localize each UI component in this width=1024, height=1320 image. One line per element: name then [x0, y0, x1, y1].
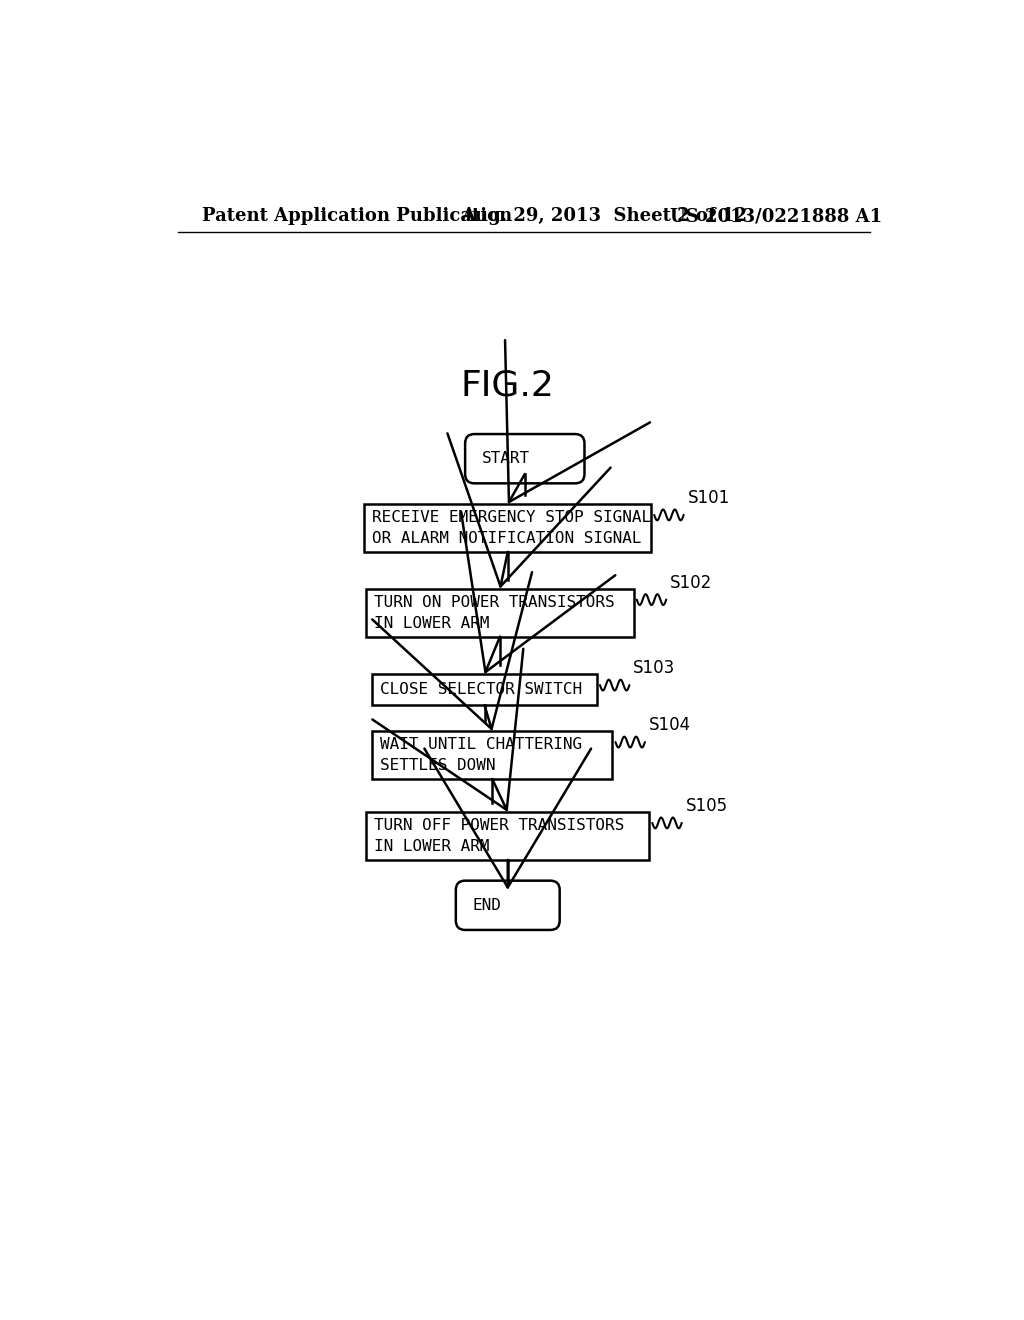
- Bar: [365, 504, 651, 552]
- Text: TURN OFF POWER TRANSISTORS
IN LOWER ARM: TURN OFF POWER TRANSISTORS IN LOWER ARM: [374, 818, 625, 854]
- Text: START: START: [482, 451, 530, 466]
- Text: S103: S103: [633, 660, 676, 677]
- Bar: [372, 675, 597, 705]
- Text: TURN ON POWER TRANSISTORS
IN LOWER ARM: TURN ON POWER TRANSISTORS IN LOWER ARM: [374, 595, 614, 631]
- Text: S105: S105: [686, 797, 728, 816]
- Text: CLOSE SELECTOR SWITCH: CLOSE SELECTOR SWITCH: [380, 682, 582, 697]
- Text: Aug. 29, 2013  Sheet 2 of 12: Aug. 29, 2013 Sheet 2 of 12: [461, 207, 748, 226]
- Text: S104: S104: [649, 717, 691, 734]
- Text: S102: S102: [670, 574, 713, 591]
- Text: END: END: [473, 898, 502, 913]
- Text: S101: S101: [687, 490, 730, 507]
- Bar: [372, 731, 612, 779]
- Text: Patent Application Publication: Patent Application Publication: [202, 207, 512, 226]
- Text: RECEIVE EMERGENCY STOP SIGNAL
OR ALARM NOTIFICATION SIGNAL: RECEIVE EMERGENCY STOP SIGNAL OR ALARM N…: [372, 510, 651, 546]
- Text: FIG.2: FIG.2: [461, 368, 555, 403]
- Text: WAIT UNTIL CHATTERING
SETTLES DOWN: WAIT UNTIL CHATTERING SETTLES DOWN: [380, 737, 582, 774]
- FancyBboxPatch shape: [465, 434, 585, 483]
- Text: US 2013/0221888 A1: US 2013/0221888 A1: [671, 207, 883, 226]
- FancyBboxPatch shape: [456, 880, 560, 929]
- Bar: [367, 812, 649, 859]
- Bar: [367, 589, 634, 636]
